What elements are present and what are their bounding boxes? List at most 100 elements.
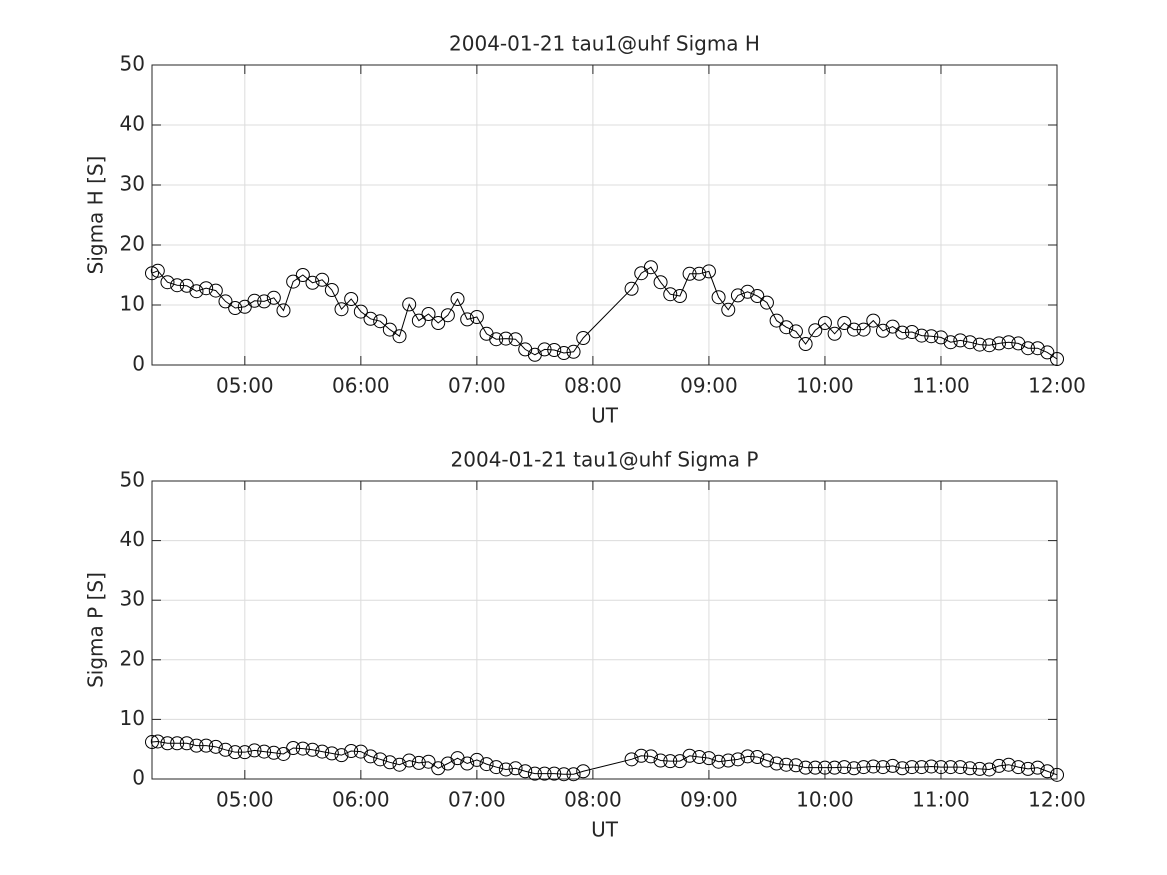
- data-point: [982, 338, 997, 353]
- data-point: [237, 745, 252, 760]
- data-point: [305, 742, 320, 757]
- data-point: [943, 335, 958, 350]
- x-tick-label: 11:00: [912, 374, 970, 398]
- data-point: [324, 746, 339, 761]
- data-point: [663, 754, 678, 769]
- x-tick-label: 12:00: [1028, 374, 1086, 398]
- data-point: [373, 752, 388, 767]
- data-point: [257, 294, 272, 309]
- data-point: [788, 758, 803, 773]
- data-point: [924, 329, 939, 344]
- data-point: [972, 761, 987, 776]
- data-point: [904, 325, 919, 339]
- data-point: [392, 329, 407, 344]
- y-tick-label: 50: [120, 468, 145, 492]
- data-point: [624, 281, 639, 296]
- data-point: [353, 744, 368, 759]
- data-point: [750, 749, 765, 764]
- data-point: [682, 266, 697, 281]
- data-point: [875, 323, 890, 338]
- data-point: [1011, 336, 1026, 351]
- data-point: [450, 292, 465, 306]
- data-point: [711, 290, 726, 305]
- data-point: [150, 734, 165, 749]
- data-point: [527, 766, 542, 781]
- data-point: [759, 753, 774, 768]
- plot-area: [151, 64, 1058, 366]
- axes: 05:00 06:00 07:00 08:00 09:00 10:00 11:00 12:00…: [84, 32, 1086, 428]
- data-point: [895, 325, 910, 340]
- data-point: [150, 263, 165, 278]
- data-point: [798, 337, 813, 351]
- data-point: [643, 260, 658, 275]
- data-point: [160, 275, 175, 290]
- x-tick-label: 07:00: [448, 374, 506, 398]
- data-point: [170, 736, 185, 751]
- data-point: [537, 766, 552, 781]
- data-point: [962, 335, 977, 350]
- data-point: [1001, 335, 1016, 350]
- data-point: [228, 745, 243, 760]
- data-point: [740, 284, 755, 299]
- data-point: [846, 761, 861, 776]
- x-tick-label: 12:00: [1028, 788, 1086, 812]
- y-tick-label: 30: [120, 587, 145, 611]
- data-point: [895, 761, 910, 776]
- data-point: [1040, 345, 1055, 360]
- data-point: [402, 297, 417, 312]
- data-point: [295, 268, 310, 282]
- x-axis-label: UT: [591, 818, 619, 842]
- data-point: [266, 745, 281, 760]
- y-tick-label: 40: [120, 112, 145, 136]
- data-point: [295, 741, 310, 756]
- data-point: [276, 303, 291, 318]
- data-point: [962, 761, 977, 776]
- data-point: [145, 266, 159, 281]
- data-point: [189, 284, 204, 299]
- data-point: [663, 287, 678, 302]
- data-point: [653, 275, 668, 290]
- data-point: [208, 739, 223, 754]
- data-point: [914, 328, 929, 343]
- plot-area: [151, 480, 1058, 780]
- data-point: [566, 344, 581, 359]
- data-point: [576, 331, 591, 345]
- data-point: [904, 760, 919, 775]
- data-point: [344, 292, 359, 306]
- data-point: [469, 310, 484, 324]
- data-point: [972, 337, 987, 352]
- x-tick-label: 05:00: [216, 374, 274, 398]
- x-tick-label: 07:00: [448, 788, 506, 812]
- data-point: [991, 336, 1006, 351]
- y-tick-label: 10: [120, 706, 145, 730]
- data-point: [653, 753, 668, 768]
- data-point: [305, 275, 320, 290]
- x-tick-label: 08:00: [564, 788, 622, 812]
- data-point: [817, 760, 832, 775]
- data-point: [315, 744, 330, 759]
- data-point: [1030, 760, 1045, 775]
- data-point: [353, 304, 368, 319]
- data-point: [943, 760, 958, 775]
- data-point: [798, 760, 813, 775]
- data-point: [624, 752, 639, 767]
- data-point: [324, 283, 339, 297]
- data-point: [469, 752, 484, 767]
- data-point: [508, 761, 523, 776]
- data-point: [730, 288, 745, 303]
- data-point: [392, 757, 407, 772]
- data-point: [160, 736, 175, 751]
- data-point: [189, 738, 204, 753]
- data-point: [431, 316, 446, 330]
- data-point: [257, 744, 272, 759]
- data-point: [170, 278, 185, 293]
- data-point: [1020, 761, 1035, 776]
- data-point: [837, 760, 852, 775]
- data-point: [373, 314, 388, 329]
- data-point: [145, 735, 159, 750]
- data-point: [1050, 767, 1064, 782]
- data-point: [1040, 764, 1055, 779]
- data-point: [363, 749, 378, 764]
- data-point: [643, 749, 658, 764]
- data-point: [440, 308, 455, 323]
